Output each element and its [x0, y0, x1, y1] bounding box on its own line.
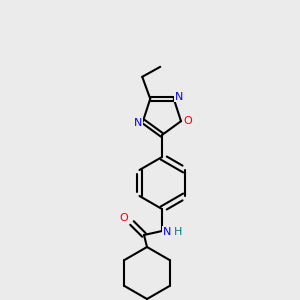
Text: N: N	[163, 227, 171, 237]
Text: O: O	[120, 213, 128, 223]
Text: O: O	[184, 116, 192, 126]
Text: H: H	[174, 227, 182, 237]
Text: N: N	[175, 92, 183, 102]
Text: N: N	[134, 118, 142, 128]
